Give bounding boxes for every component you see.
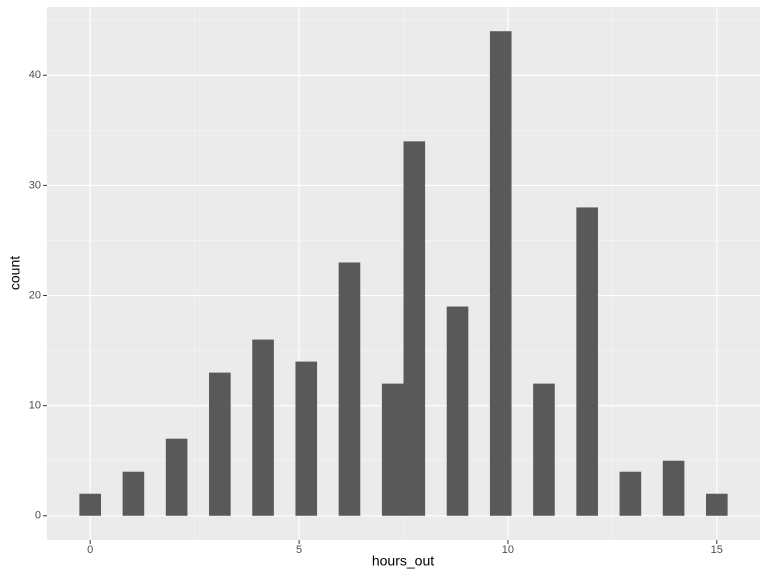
y-tick-label: 30 [29, 179, 41, 191]
x-tick-label: 15 [711, 544, 723, 556]
bar [706, 493, 728, 516]
bar [209, 372, 231, 516]
bar [576, 207, 598, 516]
bar [489, 31, 512, 516]
x-tick-label: 10 [502, 544, 514, 556]
y-tick-label: 40 [29, 69, 41, 81]
bar [662, 460, 685, 516]
bar [446, 306, 469, 516]
bar [619, 471, 642, 516]
bar [79, 493, 101, 516]
bar [381, 383, 404, 516]
x-tick-label: 5 [296, 544, 302, 556]
bar [403, 141, 426, 516]
y-tick-label: 0 [35, 510, 41, 522]
bar [533, 383, 555, 516]
bar [165, 438, 188, 516]
x-axis-title: hours_out [372, 553, 434, 569]
bar [252, 339, 274, 516]
y-axis-title: count [7, 256, 23, 290]
bar [295, 361, 318, 516]
y-tick-label: 10 [29, 400, 41, 412]
bar [122, 471, 145, 516]
x-tick-label: 0 [87, 544, 93, 556]
bar [338, 262, 361, 516]
y-tick-label: 20 [29, 289, 41, 301]
